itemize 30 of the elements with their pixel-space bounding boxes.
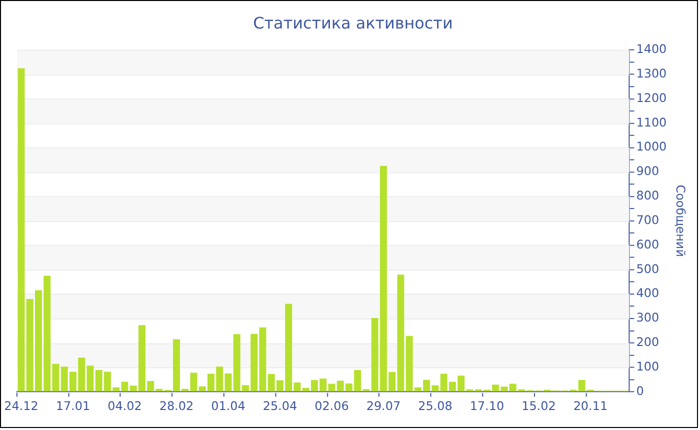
y-tick-label: 1300	[636, 66, 667, 80]
y-axis-title: Сообщений	[674, 184, 688, 257]
y-tick-label: 800	[636, 188, 660, 203]
bar	[18, 68, 25, 392]
x-tick-label: 29.07	[366, 399, 401, 413]
y-tick-label: 400	[636, 286, 660, 300]
x-tick-label: 20.11	[573, 399, 608, 413]
x-tick-label: 17.01	[56, 399, 90, 413]
y-tick-label: 1400	[636, 42, 667, 56]
y-tick-label: 500	[636, 262, 660, 276]
y-tick-label: 200	[636, 335, 660, 350]
y-tick-label: 0	[636, 384, 644, 398]
x-tick-label: 15.02	[522, 399, 556, 413]
x-tick-label: 28.02	[159, 399, 194, 413]
chart-title: Статистика активности	[253, 14, 453, 33]
x-tick-label: 02.06	[314, 399, 349, 413]
y-tick-label: 600	[636, 237, 660, 252]
y-tick-label: 900	[636, 164, 660, 178]
y-tick-label: 700	[636, 212, 660, 227]
x-tick-label: 25.08	[418, 399, 452, 413]
y-tick-label: 1200	[636, 90, 667, 105]
x-tick-label: 04.02	[108, 399, 142, 413]
y-tick-label: 300	[636, 310, 660, 325]
x-tick-label: 25.04	[262, 399, 298, 413]
x-tick-label: 24.12	[4, 399, 38, 413]
y-tick-label: 1000	[636, 140, 667, 154]
x-tick-label: 01.04	[211, 399, 246, 413]
y-tick-label: 1100	[636, 115, 667, 130]
y-tick-label: 100	[636, 359, 660, 374]
x-tick-label: 17.10	[470, 399, 504, 413]
